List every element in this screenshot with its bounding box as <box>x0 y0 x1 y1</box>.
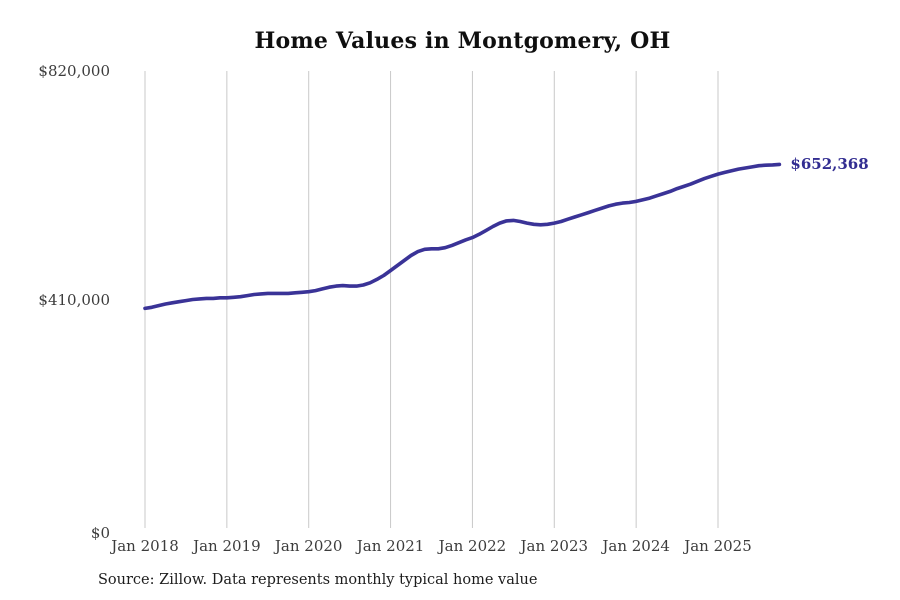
y-tick-label: $0 <box>90 524 110 542</box>
x-tick-label: Jan 2023 <box>520 537 589 555</box>
home-value-line <box>143 162 782 311</box>
x-tick-label: Jan 2022 <box>438 537 507 555</box>
x-tick-label: Jan 2018 <box>111 537 179 555</box>
x-tick-label: Jan 2021 <box>356 537 425 555</box>
y-tick-label: $410,000 <box>38 290 110 309</box>
x-tick-label: Jan 2025 <box>684 537 752 555</box>
x-tick-label: Jan 2024 <box>602 537 670 555</box>
y-tick-label: $820,000 <box>38 62 110 80</box>
x-tick-label: Jan 2019 <box>193 537 261 555</box>
chart-title: Home Values in Montgomery, OH <box>254 28 671 54</box>
latest-value-label: $652,368 <box>790 155 869 174</box>
source-note: Source: Zillow. Data represents monthly … <box>98 572 538 588</box>
x-tick-label: Jan 2020 <box>274 537 343 555</box>
